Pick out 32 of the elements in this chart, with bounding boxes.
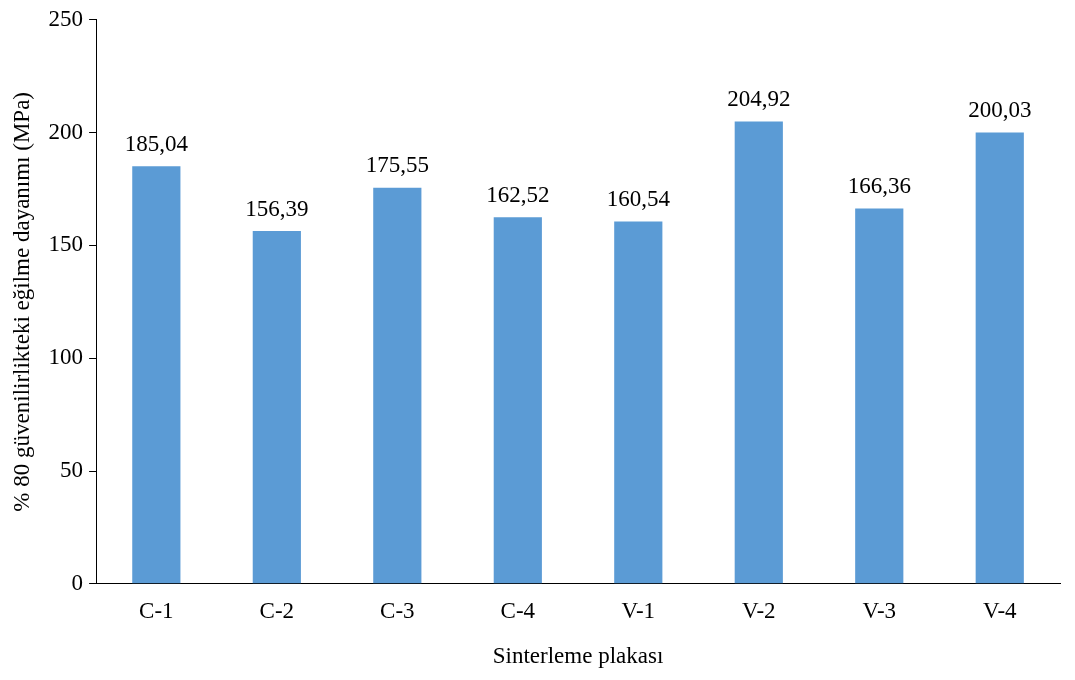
x-tick-label: V-4 — [982, 597, 1018, 623]
x-tick-label: V-3 — [862, 597, 897, 623]
x-tick-label: C-2 — [259, 597, 295, 623]
data-label: 166,36 — [847, 173, 911, 199]
y-tick-label: 150 — [48, 231, 84, 257]
data-label: 185,04 — [124, 130, 189, 156]
x-tick-label: V-2 — [741, 597, 776, 623]
y-tick-label: 50 — [60, 457, 84, 483]
data-label: 204,92 — [727, 86, 791, 112]
data-label: 162,52 — [486, 181, 550, 207]
bar — [132, 166, 181, 584]
x-axis-title: Sinterleme plakası — [492, 643, 664, 669]
bar — [614, 221, 663, 584]
bar — [252, 230, 301, 584]
x-tick-label: C-4 — [500, 597, 536, 623]
bar — [734, 121, 783, 584]
bar — [855, 208, 904, 584]
data-label: 156,39 — [245, 195, 309, 221]
data-label: 160,54 — [606, 186, 671, 212]
y-tick-label: 0 — [71, 569, 84, 595]
data-label: 200,03 — [968, 97, 1032, 123]
bar — [493, 217, 542, 584]
y-tick-label: 250 — [48, 5, 84, 31]
x-tick-label: V-1 — [621, 597, 656, 623]
y-tick-label: 100 — [48, 344, 84, 370]
y-axis-title: % 80 güvenilirlikteki eğilme dayanımı (MPa) — [8, 91, 34, 512]
data-label: 175,55 — [365, 152, 429, 178]
x-tick-label: C-1 — [139, 597, 174, 623]
x-tick-label: C-3 — [380, 597, 415, 623]
bar — [975, 132, 1024, 584]
bar — [373, 187, 422, 584]
y-tick-label: 200 — [48, 118, 84, 144]
